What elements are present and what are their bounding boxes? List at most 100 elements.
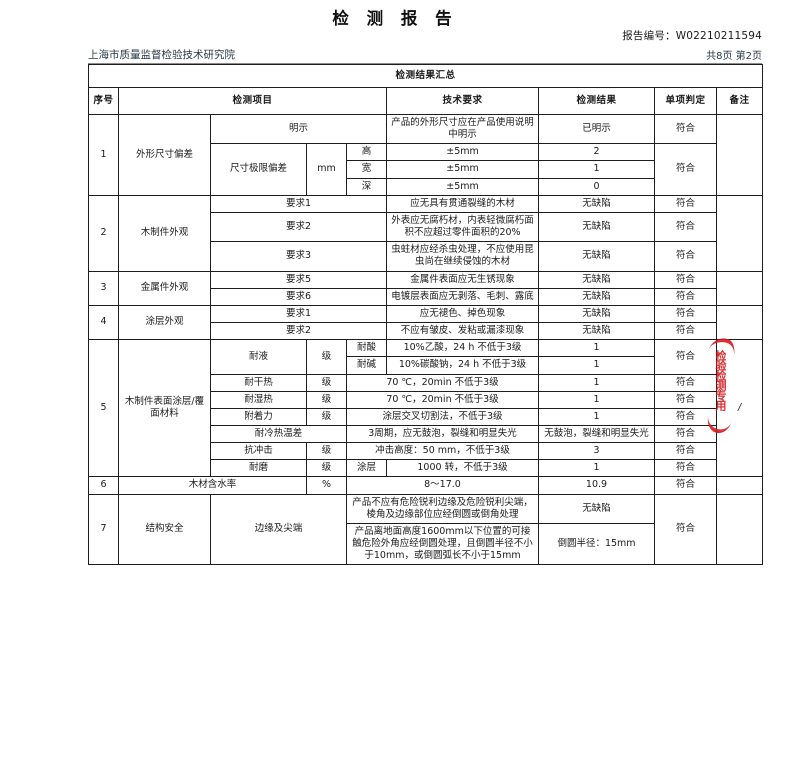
- cell-result: 无缺陷: [538, 241, 655, 272]
- cell-result: 无缺陷: [538, 287, 655, 306]
- cell-seq: 1: [88, 114, 119, 196]
- cell-verdict: 符合: [654, 194, 717, 213]
- table-banner: 检测结果汇总: [87, 64, 764, 88]
- col-header-result: 检测结果: [538, 87, 655, 115]
- cell-requirement: 产品离地面高度1600mm以下位置的可接触危险外角应经倒圆处理，且倒圆半径不小于…: [346, 522, 539, 566]
- cell-requirement: 70 ℃，20min 不低于3级: [346, 373, 539, 392]
- cell-requirement: 外表应无腐朽材，内表轻微腐朽面积不应超过零件面积的20%: [386, 211, 539, 243]
- cell-sub-item: 明示: [210, 113, 387, 145]
- cell-result: 无缺陷: [538, 194, 655, 213]
- cell-requirement: ±5mm: [386, 177, 539, 196]
- cell-verdict: 符合: [654, 113, 717, 145]
- table-row: 宽 ±5mm 1: [89, 160, 763, 179]
- table-row: 深 ±5mm 0: [89, 177, 763, 196]
- cell-seq: 7: [88, 493, 119, 566]
- table-row: 要求3 虫蛀材应经杀虫处理，不应使用昆虫尚在继续侵蚀的木材 无缺陷 符合: [89, 241, 763, 272]
- cell-result: 1: [538, 459, 655, 478]
- cell-verdict: 符合: [654, 304, 717, 324]
- cell-seq: 5: [88, 339, 119, 478]
- cell-result: 已明示: [538, 113, 655, 145]
- cell-seq: 3: [88, 270, 119, 306]
- report-number-value: W02210211594: [675, 30, 762, 42]
- cell-verdict: 符合: [654, 476, 717, 495]
- table-row: 2 木制件外观 要求1 应无具有贯通裂缝的木材 无缺陷 符合: [88, 194, 764, 272]
- cell-remark: [715, 270, 764, 306]
- cell-unit: %: [306, 476, 347, 495]
- cell-sub-item: 耐湿热: [210, 390, 307, 409]
- cell-item-name: 外形尺寸偏差: [118, 114, 211, 196]
- cell-sub-item: 要求3: [210, 241, 387, 272]
- inspection-results-table: 检测结果汇总 序号 检测项目 技术要求 检测结果 单项判定 备注 1 外形尺寸偏…: [87, 64, 764, 566]
- table-row: 4 涂层外观 要求1 应无褪色、掉色现象 无缺陷 符合: [88, 304, 764, 341]
- cell-requirement: 金属件表面应无生锈现象: [386, 270, 539, 289]
- table-row: 产品离地面高度1600mm以下位置的可接触危险外角应经倒圆处理，且倒圆半径不小于…: [89, 522, 763, 566]
- cell-dimension: 高: [346, 143, 387, 162]
- cell-requirement: 产品的外形尺寸应在产品使用说明中明示: [386, 113, 539, 145]
- cell-unit: mm: [306, 143, 347, 196]
- cell-unit: 级: [306, 390, 347, 409]
- cell-result: 倒圆半径：15mm: [538, 522, 655, 566]
- cell-seq: 6: [88, 476, 119, 495]
- table-row: 7 结构安全 边缘及尖端 产品不应有危险锐利边缘及危险锐利尖端，棱角及边缘部位应…: [88, 493, 764, 566]
- cell-result: 2: [538, 143, 655, 162]
- cell-sub-item: 要求1: [210, 304, 387, 324]
- cell-requirement: 涂层交叉切割法，不低于3级: [346, 407, 539, 426]
- cell-item-name: 木制件表面涂层/覆面材料: [118, 339, 211, 478]
- table-row: 1 外形尺寸偏差 明示 产品的外形尺寸应在产品使用说明中明示 已明示 符合: [88, 113, 764, 196]
- table-row: 3 金属件外观 要求5 金属件表面应无生锈现象 无缺陷 符合: [88, 270, 764, 306]
- cell-dimension: 深: [346, 177, 387, 196]
- cell-sub-item: 耐磨: [210, 459, 307, 478]
- table-row: 要求2 不应有皱皮、发粘或漏漆现象 无缺陷 符合: [89, 322, 763, 341]
- report-number-label: 报告编号：: [622, 30, 676, 42]
- cell-unit: 级: [306, 442, 347, 461]
- table-header-row: 序号 检测项目 技术要求 检测结果 单项判定 备注: [88, 87, 764, 115]
- cell-sub-item: 耐干热: [210, 373, 307, 392]
- cell-verdict: 符合: [654, 459, 717, 478]
- cell-sub-item: 要求1: [210, 194, 387, 213]
- cell-sub-item: 要求6: [210, 287, 387, 306]
- cell-requirement: 应无具有贯通裂缝的木材: [386, 194, 539, 213]
- cell-sub-item: 抗冲击: [210, 442, 307, 461]
- table-row: 耐碱 10%碳酸钠，24 h 不低于3级 1: [89, 356, 763, 375]
- table-row: 6 木材含水率 % 8～17.0 10.9 符合: [88, 476, 764, 495]
- cell-sub-item: 耐液: [210, 339, 307, 375]
- cell-sub-item: 边缘及尖端: [210, 493, 347, 566]
- cell-sub-test: 涂层: [346, 459, 387, 478]
- cell-requirement: ±5mm: [386, 143, 539, 162]
- institution-name: 上海市质量监督检验技术研究院: [88, 49, 235, 61]
- table-row: 抗冲击 级 冲击高度：50 mm，不低于3级 3 符合: [89, 442, 763, 461]
- cell-verdict: 符合: [654, 241, 717, 272]
- cell-verdict: 符合: [654, 424, 717, 444]
- cell-result: 无缺陷: [538, 270, 655, 289]
- cell-sub-item: 附着力: [210, 407, 307, 426]
- table-row: 耐湿热 级 70 ℃，20min 不低于3级 1 符合: [89, 390, 763, 409]
- cell-sub-item: 要求2: [210, 211, 387, 243]
- cell-item-name: 木材含水率: [118, 476, 307, 495]
- cell-requirement: ±5mm: [386, 160, 539, 179]
- cell-verdict: 符合: [654, 322, 717, 341]
- col-header-remark: 备注: [715, 87, 764, 115]
- cell-remark: [715, 114, 764, 196]
- cell-requirement: 10%碳酸钠，24 h 不低于3级: [386, 356, 539, 375]
- table-row: 附着力 级 涂层交叉切割法，不低于3级 1 符合: [89, 407, 763, 426]
- cell-item-name: 涂层外观: [118, 304, 211, 341]
- cell-requirement: 10%乙酸，24 h 不低于3级: [386, 339, 539, 358]
- cell-remark: /: [715, 339, 764, 478]
- cell-result: 无缺陷: [538, 322, 655, 341]
- cell-result: 1: [538, 160, 655, 179]
- cell-result: 10.9: [538, 476, 655, 495]
- cell-result: 1: [538, 390, 655, 409]
- cell-verdict: 符合: [654, 493, 717, 566]
- table-banner-row: 检测结果汇总: [87, 64, 764, 88]
- cell-unit: 级: [306, 459, 347, 478]
- cell-result: 1: [538, 339, 655, 358]
- cell-requirement: 应无褪色、掉色现象: [386, 304, 539, 324]
- cell-result: 无缺陷: [538, 493, 655, 524]
- cell-sub-test: 耐酸: [346, 339, 387, 358]
- cell-seq: 2: [88, 194, 119, 272]
- cell-requirement: 电镀层表面应无剥落、毛刺、露底: [386, 287, 539, 306]
- report-number: 报告编号：W02210211594: [622, 28, 762, 43]
- cell-dimension: 宽: [346, 160, 387, 179]
- page-indicator: 共8页 第2页: [706, 51, 762, 62]
